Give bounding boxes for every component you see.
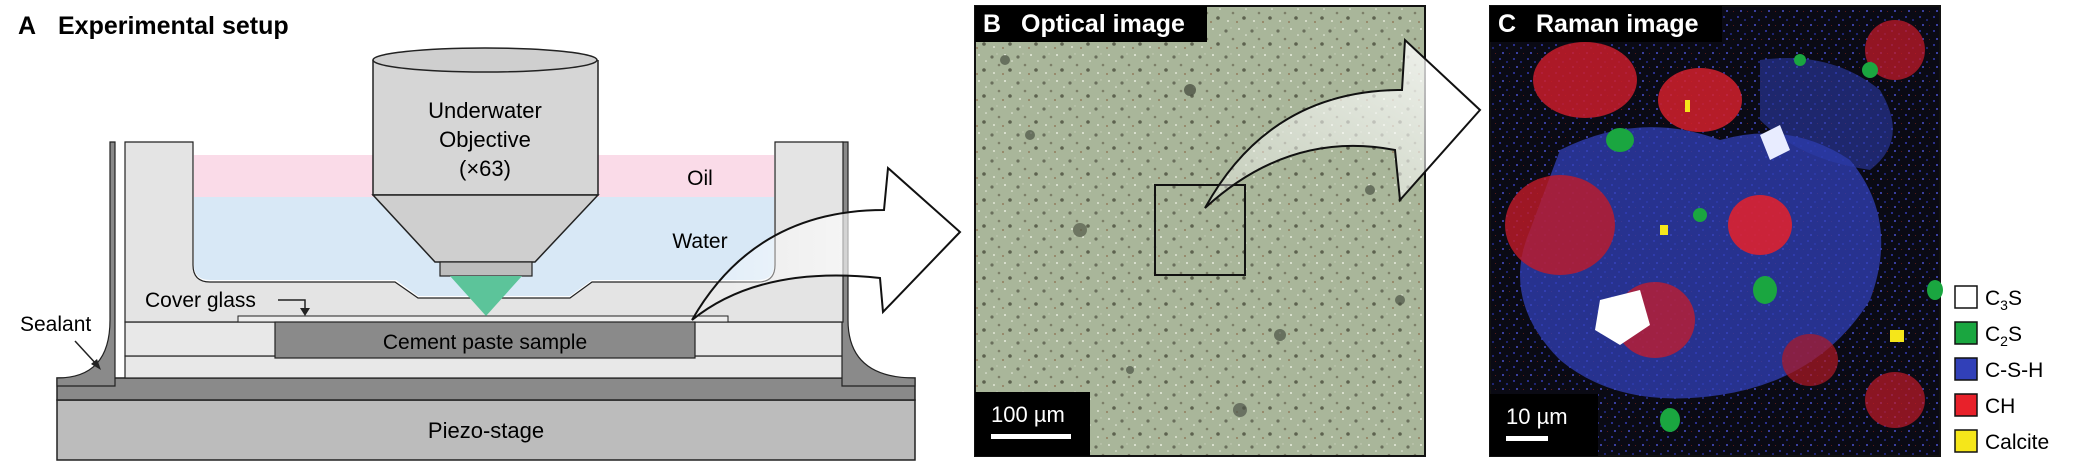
panel-c-header xyxy=(1490,6,1722,42)
objective xyxy=(371,47,600,316)
legend-item: C3S xyxy=(1954,285,2022,313)
panel-a-letter: A xyxy=(18,12,36,40)
objective-label-line2: Objective xyxy=(439,127,531,152)
panel-c-scale-bg xyxy=(1490,394,1598,456)
legend-label: Calcite xyxy=(1985,431,2049,454)
legend-swatch xyxy=(1954,357,1978,381)
piezo-stage xyxy=(56,399,916,461)
zoom-arrow-b-to-c xyxy=(1204,37,1482,209)
cover-glass-label: Cover glass xyxy=(145,289,256,312)
legend-item: Calcite xyxy=(1954,429,2049,454)
base-plate xyxy=(56,377,916,401)
panel-a: A Experimental setup Piezo-stage Oil Wat… xyxy=(18,12,962,461)
panel-c-title: Raman image xyxy=(1536,10,1699,38)
legend-item: CH xyxy=(1954,393,2015,418)
panel-c-letter: C xyxy=(1498,10,1516,38)
sample-label: Cement paste sample xyxy=(383,331,587,354)
panel-a-title: Experimental setup xyxy=(58,12,289,40)
cement-sample xyxy=(274,321,696,359)
right-wall xyxy=(841,141,916,387)
panel-c-scale-bar xyxy=(1506,436,1548,441)
left-wall xyxy=(56,141,116,387)
oil-label: Oil xyxy=(687,167,713,190)
objective-label-line1: Underwater xyxy=(428,98,542,123)
panel-b-header xyxy=(975,6,1207,42)
legend-label: C3S xyxy=(1985,287,2022,313)
legend-swatch xyxy=(1954,429,1978,453)
panel-c: C Raman image 10 µm xyxy=(1489,5,1943,457)
panel-b-title: Optical image xyxy=(1021,10,1185,38)
water-label: Water xyxy=(672,230,727,253)
optical-grains xyxy=(1000,55,1405,417)
panel-b-scale-bg xyxy=(975,392,1090,456)
sealant-arrowhead xyxy=(91,359,101,370)
panel-b-letter: B xyxy=(983,10,1001,38)
panel-c-scale-label: 10 µm xyxy=(1506,404,1568,429)
legend-swatch xyxy=(1954,285,1978,309)
panel-b-scale-bar xyxy=(991,434,1071,439)
legend-item: C-S-H xyxy=(1954,357,2043,382)
panel-b: B Optical image 100 µm xyxy=(974,5,1482,457)
legend-label: C2S xyxy=(1985,323,2022,349)
zoom-arrow-a-to-b xyxy=(691,165,962,321)
objective-label-line3: (×63) xyxy=(459,156,511,181)
laser-beam xyxy=(450,276,522,316)
legend: C3S C2S C-S-H CH Calcite xyxy=(1954,285,2049,454)
legend-swatch xyxy=(1954,393,1978,417)
legend-swatch xyxy=(1954,321,1978,345)
roi-box xyxy=(1154,184,1246,276)
raman-phases xyxy=(1505,20,1943,450)
legend-label: C-S-H xyxy=(1985,359,2043,382)
bottom-glass xyxy=(124,355,844,379)
cover-glass-arrowhead xyxy=(300,308,310,316)
piezo-stage-label: Piezo-stage xyxy=(428,418,544,443)
legend-item: C2S xyxy=(1954,321,2022,349)
legend-label: CH xyxy=(1985,395,2015,418)
optical-image xyxy=(974,5,1426,457)
cover-glass xyxy=(237,315,729,323)
panel-b-scale-label: 100 µm xyxy=(991,402,1065,427)
sealant-label: Sealant xyxy=(20,313,91,336)
